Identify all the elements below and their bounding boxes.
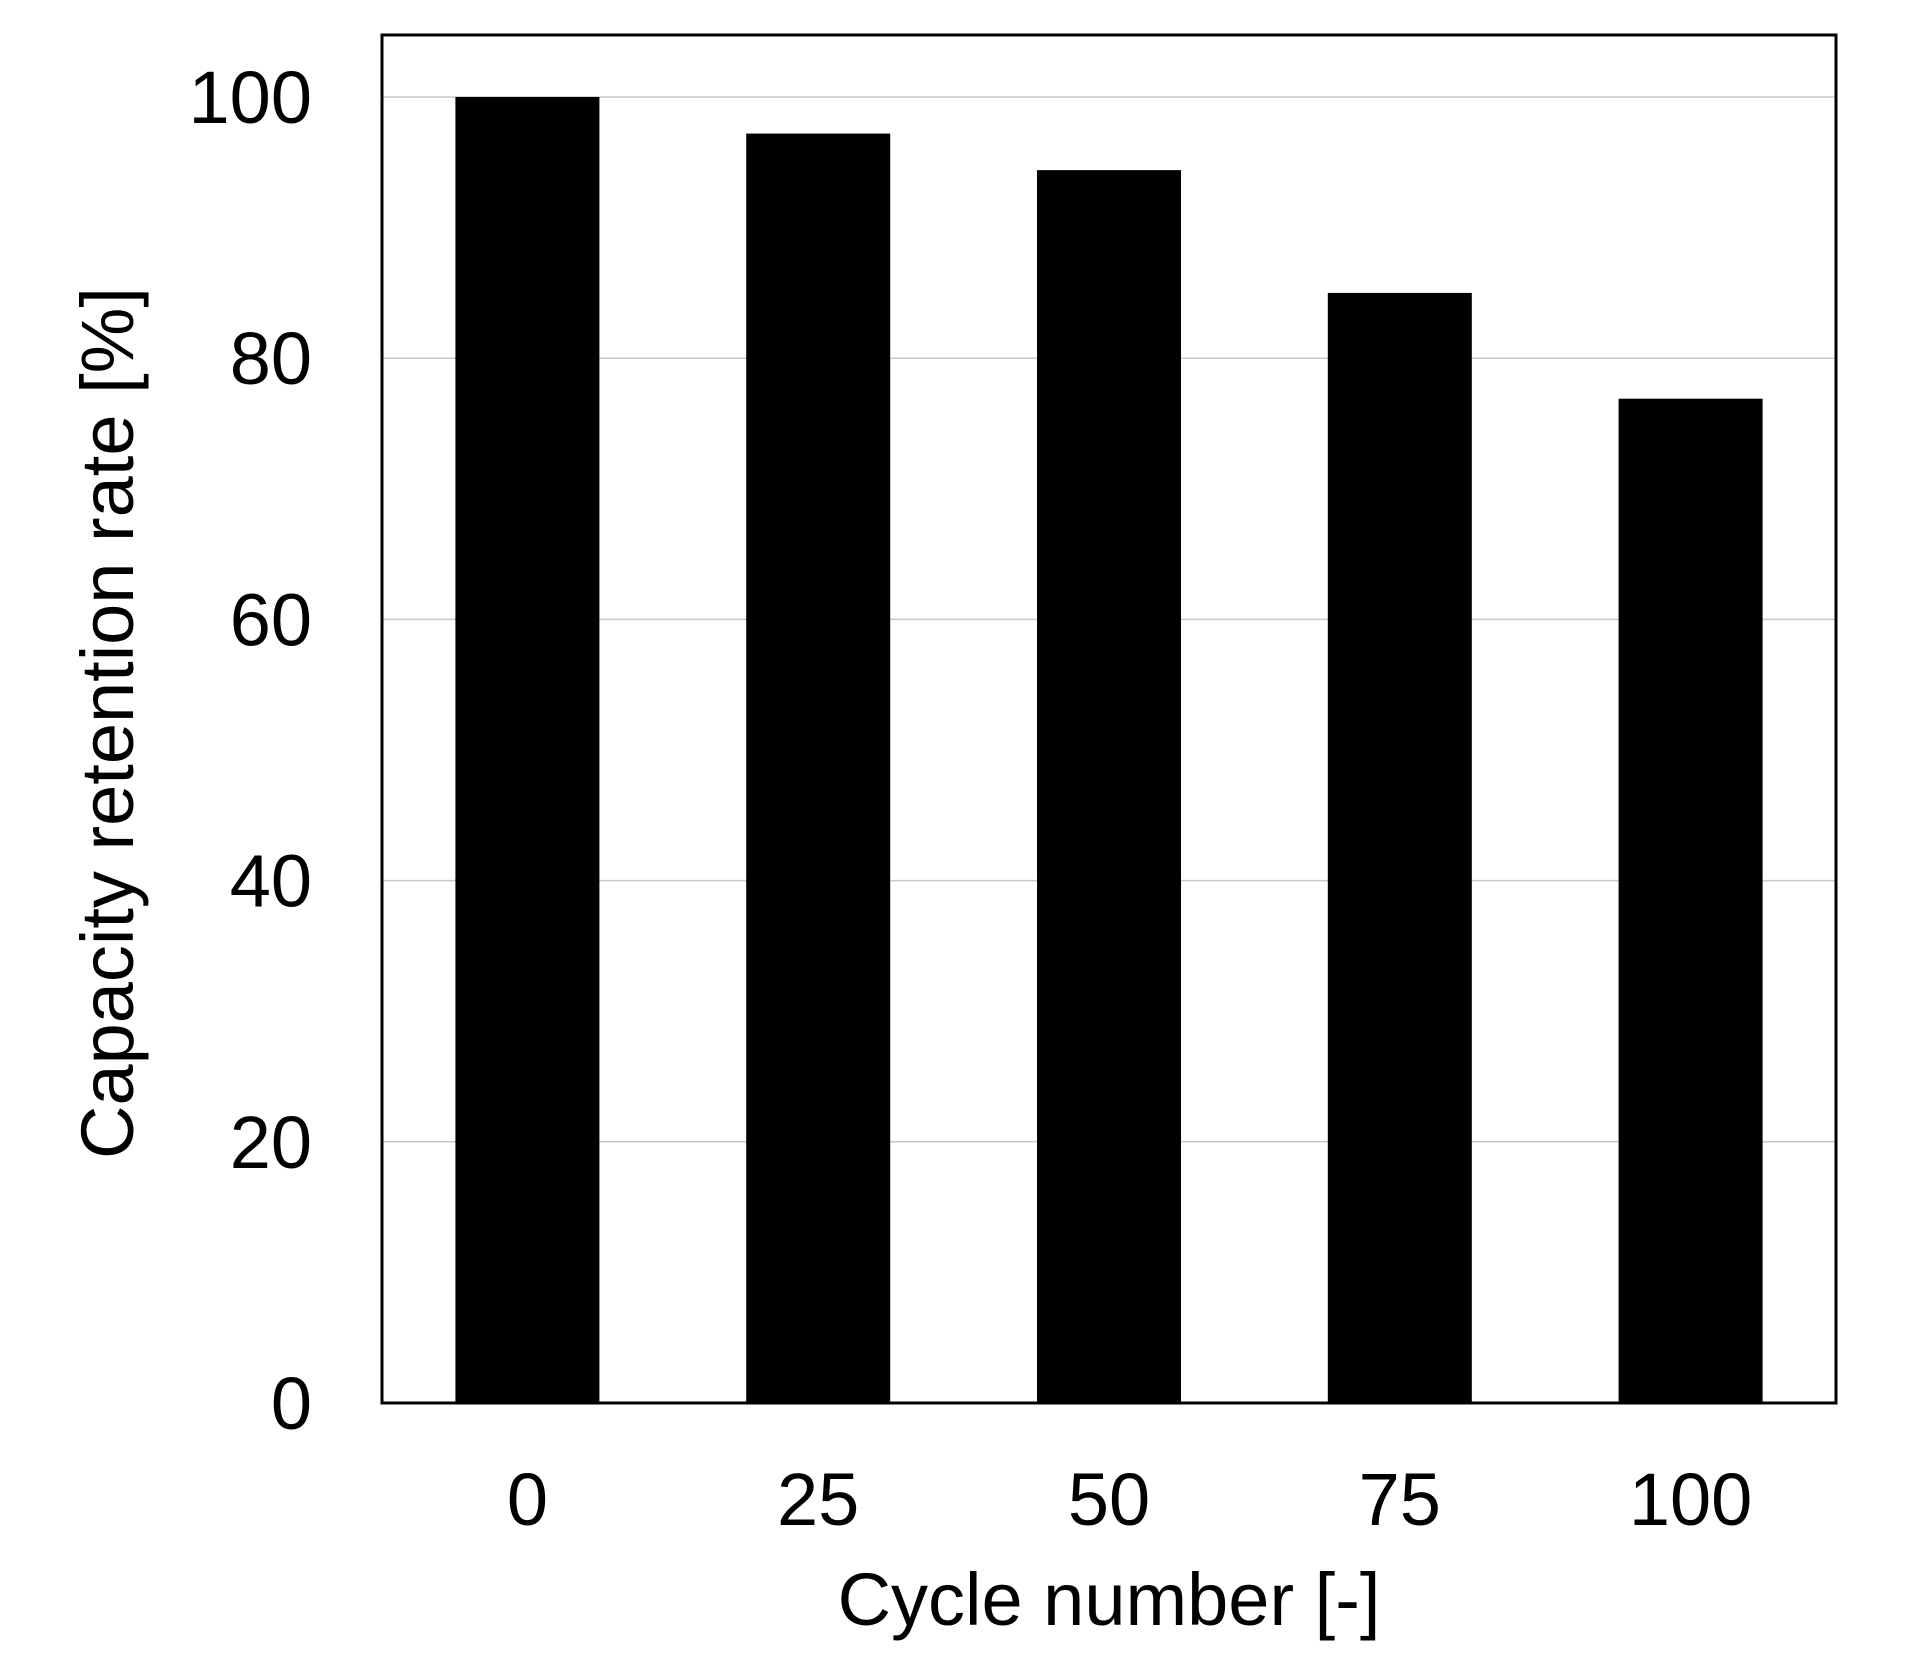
- bar-50: [1037, 170, 1181, 1404]
- y-tick-label: 100: [189, 56, 312, 139]
- bar-0: [455, 97, 600, 1403]
- plot-area-frame: [380, 33, 1838, 1405]
- y-tick-label: 60: [230, 578, 312, 661]
- x-tick-label: 75: [1359, 1458, 1441, 1541]
- y-tick-label: 0: [271, 1362, 312, 1445]
- bars: [455, 97, 1763, 1404]
- y-axis-tick-labels: 0 20 40 60 80 100: [189, 56, 312, 1445]
- y-tick-label: 80: [230, 317, 312, 400]
- x-axis-title: Cycle number [-]: [838, 1558, 1381, 1641]
- bar-75: [1327, 292, 1472, 1403]
- x-tick-label: 100: [1629, 1458, 1752, 1541]
- x-axis-tick-labels: 0 25 50 75 100: [507, 1458, 1753, 1541]
- x-tick-label: 50: [1068, 1458, 1150, 1541]
- bar-100: [1618, 398, 1763, 1403]
- x-tick-label: 0: [507, 1458, 548, 1541]
- y-axis-title: Capacity retention rate [%]: [66, 287, 149, 1159]
- bar-25: [746, 133, 891, 1403]
- y-tick-label: 20: [230, 1101, 312, 1184]
- x-tick-label: 25: [777, 1458, 859, 1541]
- y-tick-label: 40: [230, 840, 312, 923]
